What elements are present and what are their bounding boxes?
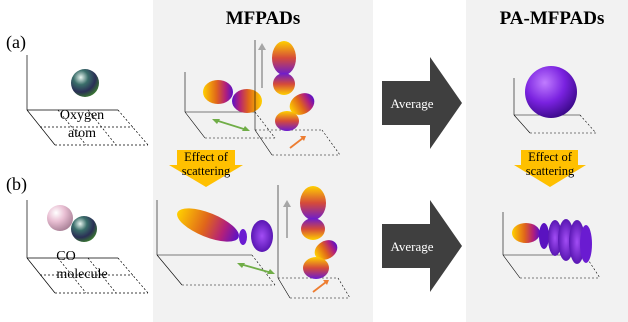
mfpad-a-lobe-left: [203, 80, 233, 104]
average-arrow-b: [382, 200, 462, 292]
scatter-note-left-line2: scattering: [182, 164, 231, 178]
mfpad-a-vert-top: [272, 41, 296, 75]
mfpad-b-ring-lobe: [251, 220, 273, 252]
carbon-sphere: [47, 205, 73, 231]
mfpads-heading: MFPADs: [226, 8, 301, 29]
oxygen-sphere-co: [71, 216, 97, 242]
pa-mfpad-b-ring5: [580, 225, 592, 263]
oxygen-atom-box: [26, 55, 149, 146]
mfpad-a-diag-bot: [275, 111, 299, 131]
mfpad-b-diag-bot: [303, 257, 329, 279]
scatter-arrow-left: [169, 150, 243, 187]
mfpad-a-vert-bot: [273, 73, 295, 95]
mfpad-a-lobe-right: [232, 89, 262, 113]
mfpad-b-vert-top: [300, 186, 326, 220]
pa-mfpad-b-lobe: [512, 223, 540, 243]
oxygen-sphere: [71, 69, 99, 97]
oxygen-label-line1: Oxygen: [60, 108, 104, 123]
green-arrow-a-head1: [212, 119, 220, 124]
green-arrow-a-head2: [242, 126, 250, 131]
scatter-note-left-line1: Effect of: [184, 150, 229, 164]
mfpad-b-diag-top: [314, 240, 338, 260]
pa-mfpad-b-ring1: [539, 223, 549, 249]
average-arrow-a: [382, 57, 462, 149]
mfpad-b-box-right: [277, 185, 351, 299]
average-label-a: Average: [390, 96, 433, 111]
green-arrow-b-head1: [237, 263, 245, 268]
co-label-line1: CO: [56, 249, 75, 264]
average-label-b: Average: [390, 239, 433, 254]
orange-arrow-a: [289, 137, 304, 149]
mfpad-b-small-ring: [239, 229, 247, 245]
mfpad-b-big-lobe: [177, 208, 239, 242]
green-arrow-b: [239, 263, 273, 274]
mfpad-a-diag-top: [289, 93, 315, 115]
green-arrow-a: [214, 119, 248, 131]
orange-arrow-b: [312, 281, 327, 293]
green-arrow-b-head2: [267, 269, 275, 274]
scatter-note-right-line1: Effect of: [528, 150, 573, 164]
gray-arrow-a-head: [258, 43, 266, 50]
mfpad-b-box-left: [156, 200, 276, 286]
oxygen-label-line2: atom: [68, 126, 96, 141]
scatter-arrow-right: [514, 150, 586, 187]
gray-arrow-b-head: [283, 200, 291, 207]
orange-arrow-a-head: [300, 136, 306, 141]
co-molecule-box: [26, 200, 149, 294]
pa-mfpad-a-sphere: [525, 66, 577, 118]
pa-mfpads-heading: PA-MFPADs: [500, 8, 605, 29]
orange-arrow-b-head: [323, 280, 329, 285]
row-label-a: (a): [6, 32, 26, 53]
row-label-b: (b): [6, 174, 27, 195]
co-label-line2: molecule: [56, 267, 107, 282]
scatter-note-right-line2: scattering: [526, 164, 575, 178]
mfpad-b-vert-bot: [301, 218, 325, 240]
